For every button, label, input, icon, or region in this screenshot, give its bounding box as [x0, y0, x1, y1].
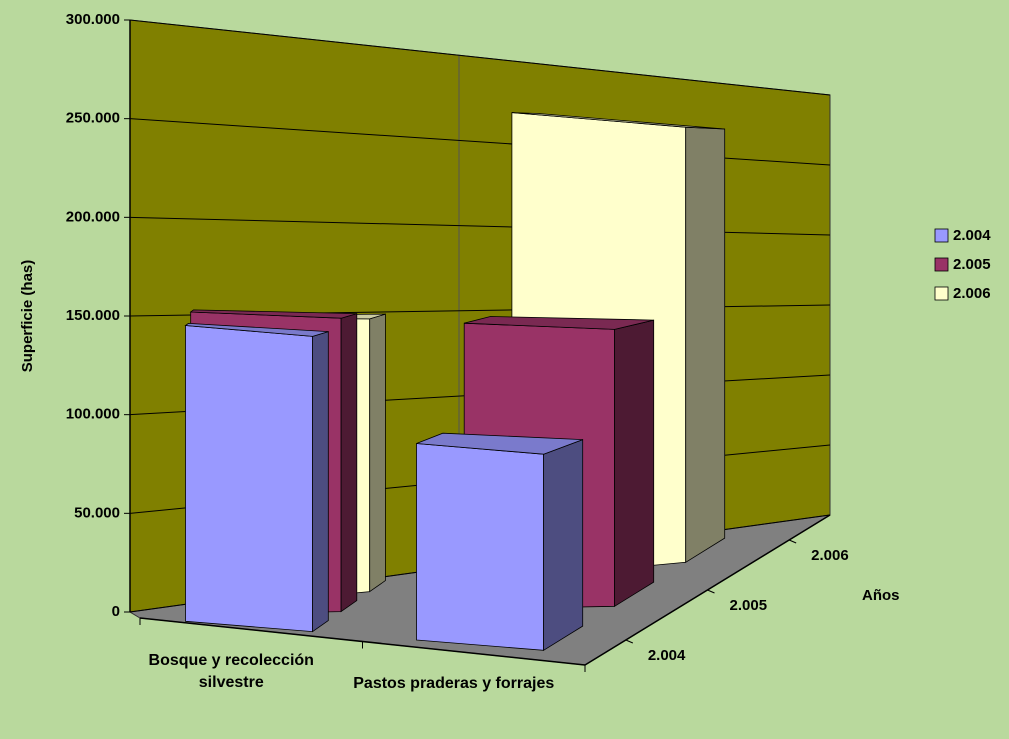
y-tick-label: 100.000	[66, 406, 120, 423]
z-tick-label: 2.006	[811, 547, 849, 564]
x-tick-label: Pastos praderas y forrajes	[353, 675, 555, 693]
bar-side	[614, 319, 655, 608]
bar	[184, 322, 329, 633]
bar-side	[543, 439, 584, 652]
bar-side	[369, 313, 386, 593]
y-tick-label: 200.000	[66, 208, 120, 225]
bar-front	[185, 325, 314, 633]
y-tick-label: 0	[112, 603, 120, 620]
z-tick-label: 2.004	[648, 647, 686, 664]
y-tick-label: 150.000	[66, 307, 120, 324]
x-tick-label: Bosque y recolección silvestre	[148, 651, 314, 691]
y-tick-label: 50.000	[74, 504, 120, 521]
legend-swatch	[934, 257, 949, 272]
z-tick-label: 2.005	[730, 597, 768, 614]
z-tick	[707, 589, 715, 594]
z-axis-label: Años	[862, 587, 900, 604]
bar-top	[416, 432, 583, 455]
legend-label: 2.006	[953, 285, 991, 302]
y-axis-label: Superficie (has)	[19, 260, 36, 373]
legend-label: 2.004	[953, 227, 991, 244]
bar-side	[340, 313, 358, 613]
bar-top	[189, 309, 357, 319]
legend-swatch	[934, 228, 949, 243]
bar-top	[184, 322, 329, 337]
bar-top	[511, 112, 725, 130]
y-tick-label: 300.000	[66, 11, 120, 28]
bar-side	[685, 126, 726, 564]
z-tick	[788, 539, 797, 544]
bar	[416, 432, 584, 652]
z-tick	[625, 639, 634, 644]
grid-line	[129, 19, 831, 96]
y-tick-label: 250.000	[66, 110, 120, 127]
bar-front	[416, 443, 544, 651]
legend-swatch	[934, 286, 949, 301]
bar-side	[312, 331, 329, 633]
legend-label: 2.005	[953, 256, 991, 273]
bar-top	[464, 316, 654, 330]
